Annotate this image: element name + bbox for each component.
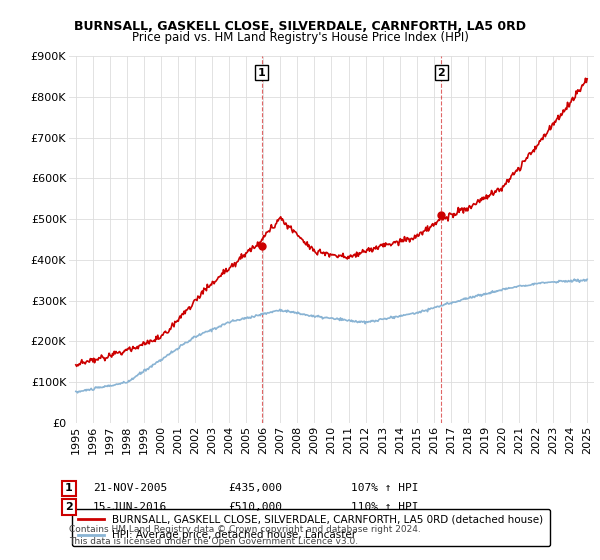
- Text: 15-JUN-2016: 15-JUN-2016: [93, 502, 167, 512]
- Text: 1: 1: [65, 483, 73, 493]
- Text: 107% ↑ HPI: 107% ↑ HPI: [351, 483, 419, 493]
- Text: Contains HM Land Registry data © Crown copyright and database right 2024.: Contains HM Land Registry data © Crown c…: [69, 525, 421, 534]
- Text: 110% ↑ HPI: 110% ↑ HPI: [351, 502, 419, 512]
- Text: £510,000: £510,000: [228, 502, 282, 512]
- Text: £435,000: £435,000: [228, 483, 282, 493]
- Text: 2: 2: [65, 502, 73, 512]
- Text: 2: 2: [437, 68, 445, 77]
- Text: This data is licensed under the Open Government Licence v3.0.: This data is licensed under the Open Gov…: [69, 537, 358, 546]
- Text: 21-NOV-2005: 21-NOV-2005: [93, 483, 167, 493]
- Text: BURNSALL, GASKELL CLOSE, SILVERDALE, CARNFORTH, LA5 0RD: BURNSALL, GASKELL CLOSE, SILVERDALE, CAR…: [74, 20, 526, 32]
- Text: 1: 1: [258, 68, 265, 77]
- Legend: BURNSALL, GASKELL CLOSE, SILVERDALE, CARNFORTH, LA5 0RD (detached house), HPI: A: BURNSALL, GASKELL CLOSE, SILVERDALE, CAR…: [71, 508, 550, 547]
- Text: Price paid vs. HM Land Registry's House Price Index (HPI): Price paid vs. HM Land Registry's House …: [131, 31, 469, 44]
